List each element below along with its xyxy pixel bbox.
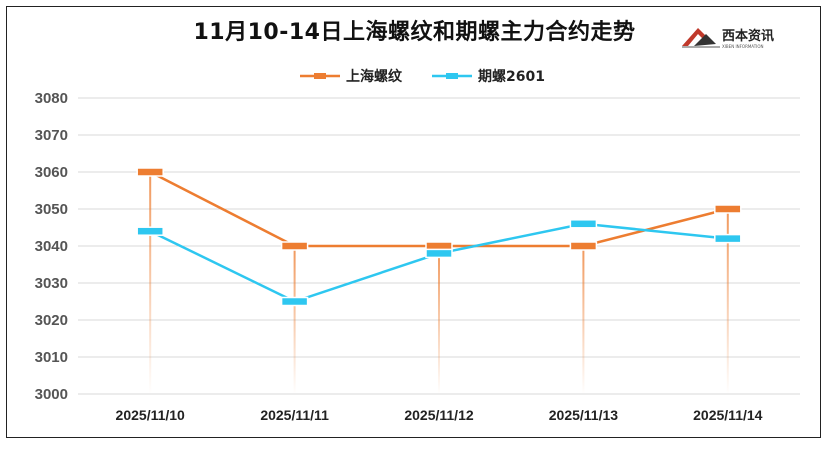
data-point-marker — [425, 248, 453, 259]
data-point-marker — [714, 233, 742, 244]
series-markers — [136, 167, 742, 307]
y-tick-label: 3080 — [35, 90, 68, 107]
y-tick-label: 3020 — [35, 312, 68, 329]
data-point-marker — [136, 226, 164, 236]
drop-line — [582, 246, 585, 394]
drop-line — [293, 246, 296, 394]
x-axis-ticks: 2025/11/10 2025/11/11 2025/11/12 2025/11/13… — [116, 407, 763, 423]
x-tick-label: 2025/11/13 — [549, 407, 619, 423]
y-tick-label: 3050 — [35, 201, 68, 218]
data-point-marker — [280, 296, 309, 307]
logo-text: 西本资讯 — [722, 28, 774, 44]
x-tick-label: 2025/11/10 — [116, 407, 186, 423]
y-axis-ticks: 3000 3010 3020 3030 3040 3050 3060 3070 3080 — [35, 90, 68, 403]
y-tick-label: 3030 — [35, 275, 68, 292]
legend-label: 上海螺纹 — [346, 68, 403, 85]
legend-marker — [446, 73, 458, 79]
legend: 上海螺纹 期螺2601 — [300, 68, 545, 85]
legend-marker — [314, 73, 326, 79]
data-point-marker — [136, 167, 164, 177]
logo-subtext: XIBEN INFORMATION — [722, 44, 764, 49]
drop-line — [149, 172, 152, 394]
data-point-marker — [714, 204, 742, 214]
y-tick-label: 3060 — [35, 164, 68, 181]
drop-line — [438, 246, 440, 394]
xiben-logo: 西本资讯 XIBEN INFORMATION — [682, 28, 774, 49]
y-tick-label: 3000 — [35, 386, 68, 403]
data-point-marker — [280, 241, 309, 251]
chart-title: 11月10-14日上海螺纹和期螺主力合约走势 — [193, 20, 636, 45]
x-tick-label: 2025/11/14 — [693, 407, 763, 423]
y-tick-label: 3040 — [35, 238, 68, 255]
drop-line — [726, 209, 729, 394]
chart-frame — [6, 6, 821, 438]
x-tick-label: 2025/11/12 — [404, 407, 474, 423]
legend-label: 期螺2601 — [478, 68, 545, 85]
data-point-marker — [569, 219, 598, 229]
y-tick-label: 3070 — [35, 127, 68, 144]
drop-lines — [149, 172, 729, 394]
x-tick-label: 2025/11/11 — [260, 407, 329, 423]
data-point-marker — [569, 241, 598, 251]
xiben-logo-icon — [682, 28, 720, 48]
y-tick-label: 3010 — [35, 349, 68, 366]
